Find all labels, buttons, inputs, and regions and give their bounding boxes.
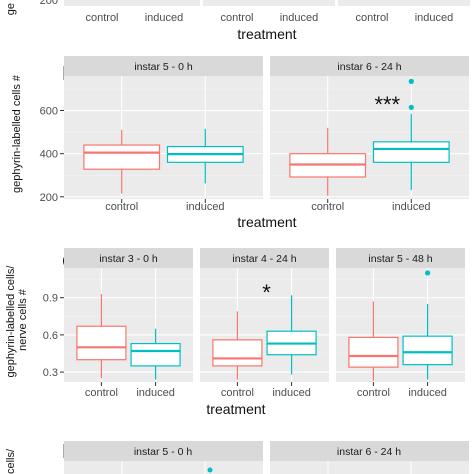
panel-b-facet-2-strip-label: instar 6 - 24 h	[337, 61, 401, 73]
panel-c-ylabel-line-2: nerve cells #	[17, 288, 29, 351]
panel-c-facet-1-xtick-label: induced	[136, 387, 175, 399]
panel-b-facet-1-background	[64, 76, 263, 199]
panel-a-xtick-1: control	[85, 12, 118, 24]
panel-b-facet-2-xtick-label: induced	[392, 201, 431, 213]
panel-c-facet-3-strip	[336, 248, 465, 268]
panel-a-tick-fragment: 200	[40, 0, 58, 7]
panel-d-facet-1-strip-label: instar 5 - 0 h	[134, 446, 193, 458]
panel-b-ytick-label: 400	[40, 149, 58, 161]
panel-b: B gephyrin-labelled cells # treatment 20…	[11, 56, 469, 230]
panel-c-facet-1-induced-box	[130, 342, 181, 367]
panel-d-facet-1-bg	[64, 461, 263, 474]
panel-b-facet-1-xtick-label: induced	[186, 201, 225, 213]
panel-c-facet-1-xtick-label: control	[85, 387, 118, 399]
panel-c-facet-2-significance-annotation: *	[262, 280, 271, 305]
panel-b-ytick-label: 200	[40, 192, 58, 204]
panel-c-facet-1-strip-label: instar 3 - 0 h	[99, 253, 158, 265]
panel-c-facet-2-xtick-label: control	[221, 387, 254, 399]
panel-c-facet-3-xtick-label: induced	[408, 387, 447, 399]
panel-d-facet-1-strip	[64, 441, 263, 461]
panel-d-facet-2-strip	[270, 441, 469, 461]
panel-a-xtick-4: induced	[280, 12, 319, 24]
panel-b-facet-2-induced-outlier	[408, 104, 414, 110]
panel-c-facet-2-strip	[200, 248, 329, 268]
panel-c-facet-3-control-box	[348, 336, 399, 368]
panel-b-facet-1-control-box	[83, 144, 161, 170]
panel-c: C gephyrin-labelled cells/ nerve cells #…	[5, 248, 465, 417]
panel-c-facet-3-xtick-label: control	[357, 387, 390, 399]
panel-d-facet-2-bg	[270, 461, 469, 474]
panel-b-facet-1-strip	[64, 56, 263, 76]
panel-c-ytick-label: 0.6	[43, 330, 58, 342]
panel-d-facet-2-strip-label: instar 6 - 24 h	[337, 446, 401, 458]
panel-b-ytick-label: 600	[40, 106, 58, 118]
panel-a-xtick-3: control	[220, 12, 253, 24]
panel-b-ylabel: gephyrin-labelled cells #	[11, 74, 23, 193]
panel-d-partial: D cells/ instar 5 - 0 h instar 6 - 24 h	[5, 441, 469, 474]
panel-c-facet-3-strip-label: instar 5 - 48 h	[368, 253, 432, 265]
panel-c-facet-1-control-box	[76, 325, 127, 361]
panel-b-facet-1-xtick-label: control	[105, 201, 138, 213]
panel-d-facet-1-outlier	[207, 467, 213, 473]
panel-b-facet-2-background	[270, 76, 469, 199]
panel-c-ylabel-line-1: gephyrin-labelled cells/	[5, 265, 17, 378]
panel-a-xtick-6: induced	[415, 12, 454, 24]
panel-b-facet-1-strip-label: instar 5 - 0 h	[134, 61, 193, 73]
panel-a-xtick-5: control	[355, 12, 388, 24]
panel-c-facet-3-induced-outlier	[424, 270, 431, 276]
panel-b-facet-2-strip	[270, 56, 469, 76]
panel-c-ytick-label: 0.9	[43, 293, 58, 305]
panel-c-facet-2-xtick-label: induced	[272, 387, 311, 399]
panel-c-facet-2-strip-label: instar 4 - 24 h	[232, 253, 296, 265]
panel-a-partial: ge 200 control induced control induced c…	[5, 0, 470, 42]
panel-c-facet-3-induced-box	[402, 335, 453, 366]
panel-c-facet-1-strip	[64, 248, 193, 268]
panel-a-facet-3-bg	[338, 0, 470, 6]
panel-b-facet-2-induced-box	[372, 141, 450, 163]
panel-a-facet-2-bg	[203, 0, 335, 6]
panel-b-facet-2-significance-annotation: ***	[374, 92, 400, 117]
panel-b-xlabel: treatment	[237, 214, 296, 230]
panel-a-xlabel: treatment	[237, 26, 296, 42]
panel-c-ylabel: gephyrin-labelled cells/ nerve cells #	[5, 263, 29, 378]
panel-c-ytick-label: 0.3	[43, 367, 58, 379]
panel-d-ylabel-fragment: cells/	[5, 448, 17, 474]
panel-b-facet-2-xtick-label: control	[311, 201, 344, 213]
panel-a-ylabel-fragment: ge	[5, 3, 17, 15]
panel-c-facet-2-control-box	[212, 339, 263, 367]
panel-a-facet-1-bg	[64, 0, 200, 6]
panel-c-xlabel: treatment	[206, 401, 265, 417]
panel-a-xtick-2: induced	[145, 12, 184, 24]
panel-b-facet-2-induced-outlier	[408, 78, 414, 84]
